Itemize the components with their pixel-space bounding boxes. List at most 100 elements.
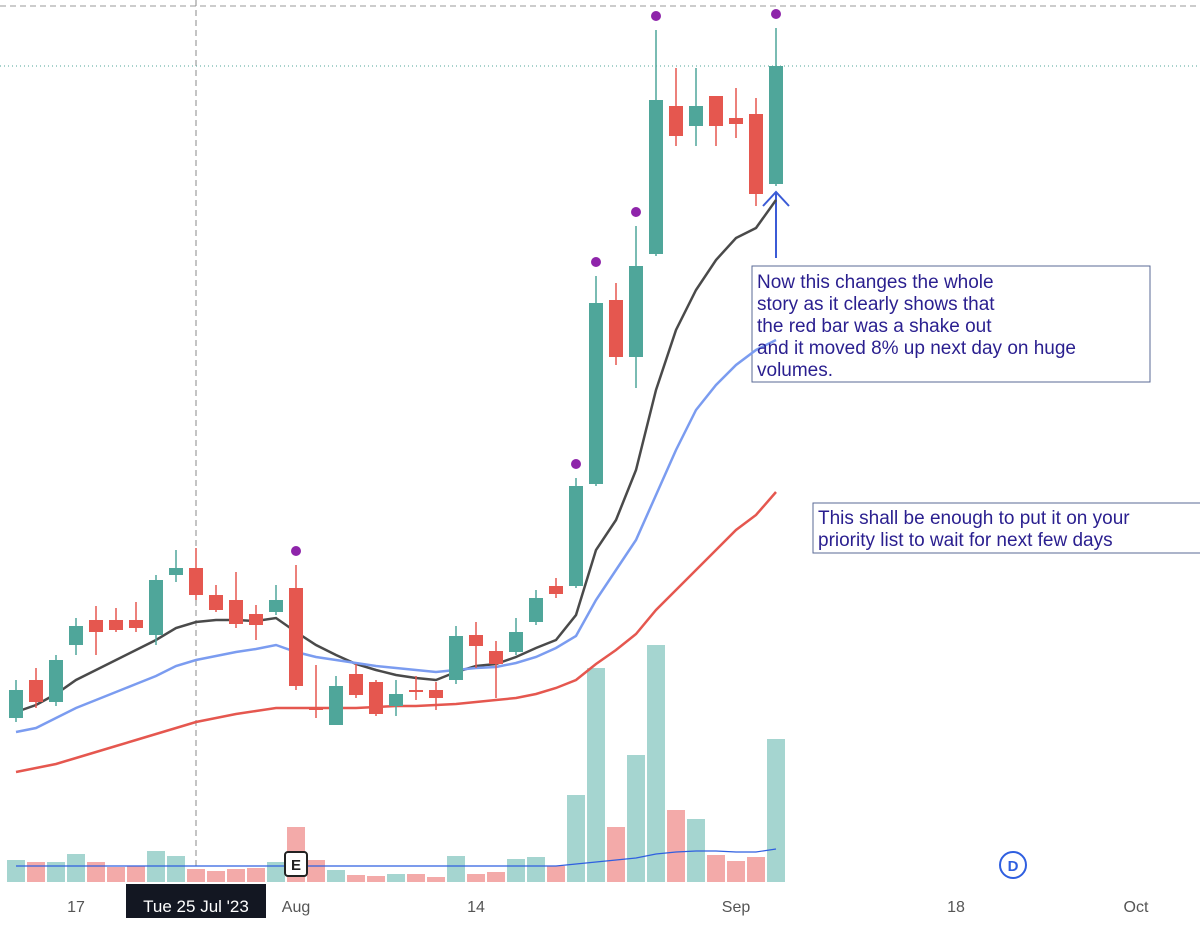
volume-bar [407, 874, 425, 882]
dividend-circle [999, 851, 1027, 879]
annotation-text: and it moved 8% up next day on huge [757, 338, 1076, 359]
ma-line [15, 199, 778, 714]
signal-dot [291, 546, 301, 556]
annotation-box [751, 265, 1151, 383]
candle-body [149, 580, 163, 635]
candle-body [109, 620, 123, 630]
volume-bar [627, 755, 645, 882]
annotation-text: story as it clearly shows that [757, 294, 995, 315]
x-tick-label: Sep [722, 899, 751, 916]
volume-bar [487, 872, 505, 882]
candle-body [629, 266, 643, 357]
x-tick-label: 14 [467, 899, 485, 916]
candle-body [69, 626, 83, 645]
x-tick-label: Aug [282, 899, 310, 916]
candle-body [129, 620, 143, 628]
candle-body [749, 114, 763, 194]
signal-dot [591, 257, 601, 267]
crosshair-label: Tue 25 Jul '23 [143, 897, 249, 916]
candle-body [49, 660, 63, 702]
volume-bar [87, 862, 105, 882]
annotation-text: This shall be enough to put it on your [818, 508, 1130, 529]
volume-bar [607, 827, 625, 882]
volume-bar [727, 861, 745, 882]
annotation-text: Now this changes the whole [757, 272, 994, 293]
volume-bar [527, 857, 545, 882]
signal-dot [571, 459, 581, 469]
annotation-box [812, 502, 1200, 554]
ma-line [16, 848, 777, 867]
dividend-marker: D [1008, 858, 1019, 875]
volume-bar [247, 868, 265, 882]
volume-bar [187, 869, 205, 882]
candle-body [209, 595, 223, 610]
volume-bar [647, 645, 665, 882]
candle-body [589, 303, 603, 484]
ma-line [15, 338, 777, 734]
crosshair-label-bg [126, 884, 266, 918]
candle-body [9, 690, 23, 718]
volume-bar [167, 856, 185, 882]
signal-dot [771, 9, 781, 19]
volume-bar [547, 866, 565, 882]
earnings-box [284, 851, 308, 877]
candle-body [349, 674, 363, 695]
earnings-marker: E [291, 857, 301, 874]
candle-body [389, 694, 403, 706]
candle-body [329, 686, 343, 725]
candle-body [289, 588, 303, 686]
volume-bar [367, 876, 385, 882]
volume-bar [307, 860, 325, 882]
candle-body [729, 118, 743, 124]
volume-bar [347, 875, 365, 882]
candle-body [649, 100, 663, 254]
volume-bar [227, 869, 245, 882]
annotation-text: the red bar was a shake out [757, 316, 992, 337]
arrow [762, 190, 790, 258]
volume-bar [467, 874, 485, 882]
volume-bar [567, 795, 585, 882]
candle-body [529, 598, 543, 622]
candle-body [89, 620, 103, 632]
candle-body [449, 636, 463, 680]
volume-bar [427, 877, 445, 882]
candle-body [189, 568, 203, 595]
candle-body [549, 586, 563, 594]
candle-body [29, 680, 43, 702]
volume-bar [127, 866, 145, 882]
volume-bar [7, 860, 25, 882]
candle-body [569, 486, 583, 586]
candle-body [509, 632, 523, 652]
volume-bar [67, 854, 85, 882]
volume-bar [587, 668, 605, 882]
x-tick-label: 17 [67, 899, 85, 916]
candle-body [369, 682, 383, 714]
volume-bar [707, 855, 725, 882]
candle-body [309, 708, 323, 710]
candle-body [489, 651, 503, 664]
volume-bar [507, 859, 525, 882]
volume-bar [47, 862, 65, 882]
candle-body [269, 600, 283, 612]
candle-body [469, 635, 483, 646]
candle-body [709, 96, 723, 126]
candle-body [609, 300, 623, 357]
candle-body [669, 106, 683, 136]
volume-bar [327, 870, 345, 882]
candle-body [169, 568, 183, 575]
volume-bar [767, 739, 785, 882]
volume-bar [747, 857, 765, 882]
x-tick-label: Oct [1124, 899, 1149, 916]
candle-body [229, 600, 243, 624]
volume-bar [267, 862, 285, 882]
signal-dot [631, 207, 641, 217]
candle-body [689, 106, 703, 126]
volume-bar [667, 810, 685, 882]
annotation-text: priority list to wait for next few days [818, 530, 1113, 551]
volume-bar [107, 867, 125, 882]
candle-body [769, 66, 783, 184]
annotation-text: volumes. [757, 360, 833, 381]
volume-bar [387, 874, 405, 882]
volume-bar [447, 856, 465, 882]
